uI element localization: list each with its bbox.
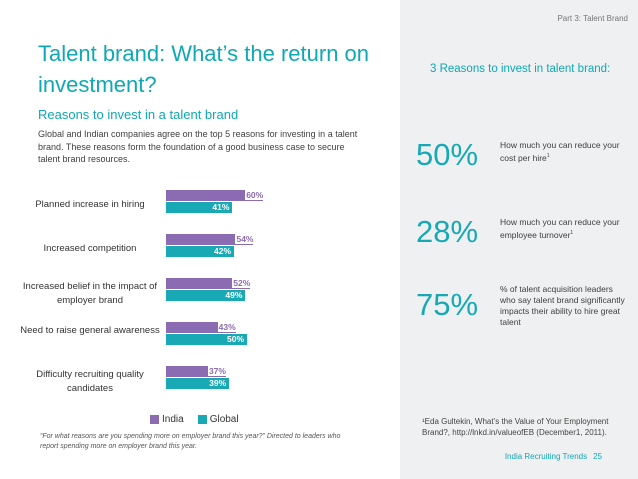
bar-value-label: 54% [235,234,255,244]
stat-description: % of talent acquisition leaders who say … [500,284,625,327]
reasons-bar-chart: Planned increase in hiring 60% 41% Increase… [0,180,400,430]
source-citation: ¹Eda Gultekin, What’s the Value of Your … [422,417,609,437]
bar-global [166,246,235,257]
bar-value-label: 52% [232,278,252,288]
bar-value-label: 49% [225,290,243,300]
legend-swatch-india [150,414,159,424]
category-label: Difficulty recruiting quality candidates [36,369,144,394]
category-label: Increased competition [43,243,137,254]
legend-swatch-global [197,414,207,424]
stat-description: How much you can reduce your cost per hi… [500,140,620,163]
right-panel [400,0,638,479]
bar-global [166,334,247,345]
page-title: Talent brand: What’s the return on inves… [38,41,370,97]
category-label: Need to raise general awareness [20,325,160,336]
reasons-heading: 3 Reasons to invest in talent brand: [430,63,611,75]
bar-value-label: 50% [227,334,245,344]
bar-value-label: 43% [217,322,237,332]
bar-india [166,278,251,289]
stat-percent: 50% [416,137,479,172]
bar-india [166,190,264,201]
stat-percent: 28% [416,214,479,249]
category-label: Increased belief in the impact of employ… [22,281,158,306]
left-panel: Talent brand: What’s the return on inves… [0,41,400,450]
legend-india: India [150,414,184,425]
category-label: Planned increase in hiring [35,199,145,210]
chart-legend: India Global [150,414,239,425]
bar-india [166,366,226,377]
bar-global [166,202,233,213]
page-number: 25 [593,452,602,461]
bar-india [166,234,254,245]
page-footer: India Recruiting Trends 25 [505,452,602,461]
bar-value-label: 39% [209,378,227,388]
legend-global: Global [197,414,239,425]
bar-value-label: 41% [212,202,230,212]
stat-description: How much you can reduce your employee tu… [500,217,620,240]
bar-india [166,322,236,333]
bar-global [166,290,246,301]
intro-paragraph: Global and Indian companies agree on the… [38,129,358,164]
bar-global [166,378,230,389]
section-subtitle: Reasons to invest in a talent brand [38,107,239,122]
survey-footnote: “For what reasons are you spending more … [40,433,341,450]
bar-value-label: 60% [245,190,265,200]
footer-label: India Recruiting Trends [504,452,588,461]
bar-value-label: 42% [214,246,232,256]
stat-percent: 75% [416,287,479,322]
bar-value-label: 37% [207,366,227,376]
part-label: Part 3: Talent Brand [557,14,628,23]
